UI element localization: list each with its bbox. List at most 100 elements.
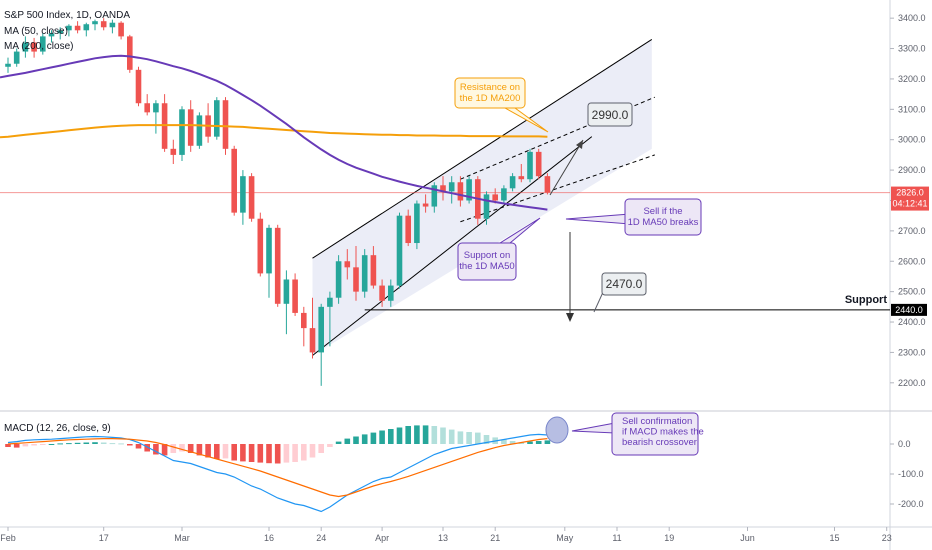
macd-tick-label: 0.0 <box>898 439 911 449</box>
candle-body <box>318 306 324 353</box>
macd-histogram-bar <box>414 425 420 444</box>
ma50-line <box>0 54 548 211</box>
macd-histogram-bar <box>222 444 229 459</box>
macd-histogram-bar <box>318 444 324 453</box>
candle-body <box>92 21 98 25</box>
candle-body <box>222 100 229 149</box>
macd-histogram-bar <box>379 430 385 444</box>
candle-body <box>344 261 351 268</box>
macd-histogram-bar <box>196 444 203 456</box>
price-tick-label: 2300.0 <box>898 347 926 357</box>
support-price-value: 2440.0 <box>895 305 923 315</box>
time-axis-ticks: Feb 17 Mar 16 24 Apr 13 21 May 11 19 Jun 15 23 <box>0 527 892 543</box>
macd-histogram-bar <box>248 444 255 462</box>
support-price-label: 2440.0 <box>891 303 927 316</box>
candle-body <box>31 42 37 52</box>
macd-histogram-bar <box>370 432 377 444</box>
macd-histogram-bar <box>22 444 29 447</box>
sell-confirm-callout[interactable]: Sell confirmation if MACD makes the bearis… <box>571 412 704 456</box>
sell-confirm-text: Sell confirmation if MACD makes the bearis… <box>622 416 704 448</box>
macd-histogram-bar <box>396 427 403 444</box>
macd-histogram-bar <box>466 432 472 444</box>
crossover-highlight[interactable] <box>545 416 569 444</box>
candle-body <box>22 42 29 52</box>
candle-body <box>257 218 264 274</box>
candle-body <box>83 24 90 31</box>
target-up-label: 2990.0 <box>592 108 629 122</box>
macd-histogram-bar <box>309 444 316 458</box>
price-tick-label: 2200.0 <box>898 378 926 388</box>
candle-body <box>40 36 46 52</box>
macd-histogram-bar <box>5 444 11 447</box>
macd-legend[interactable]: MACD (12, 26, close, 9) <box>4 423 111 434</box>
resistance-callout[interactable]: Resistance on the 1D MA200 <box>454 77 549 133</box>
candle-body <box>13 51 20 64</box>
macd-histogram-bar <box>31 444 37 446</box>
ma200-line <box>0 124 548 139</box>
candle-body <box>135 69 142 104</box>
candle-body <box>483 194 490 219</box>
candle-body <box>535 151 542 177</box>
candle-body <box>57 30 63 34</box>
macd-histogram-bar <box>422 425 429 444</box>
price-tick-label: 2500.0 <box>898 287 926 297</box>
time-tick-label: 13 <box>438 533 448 543</box>
macd-histogram-bar <box>74 442 81 444</box>
candle-body <box>396 215 403 286</box>
macd-histogram-bar <box>83 442 90 444</box>
candle-body <box>187 109 194 146</box>
candle-body <box>440 185 446 192</box>
macd-tick-label: -100.0 <box>898 469 924 479</box>
sell-break-box <box>624 198 702 236</box>
price-axis-ticks: 2200.02300.02400.02500.02600.02700.02800… <box>890 13 926 388</box>
channel-upper-line[interactable] <box>312 39 653 259</box>
symbol-legend[interactable]: S&P 500 Index, 1D, OANDA <box>4 10 130 21</box>
candle-body <box>5 63 11 67</box>
target-down-box <box>601 272 647 296</box>
down-target-arrowhead <box>566 313 574 322</box>
time-tick-label: Jun <box>740 533 755 543</box>
channel-lower-line[interactable] <box>312 136 593 356</box>
candle-body <box>170 148 177 155</box>
candle-countdown: 04:12:41 <box>892 199 927 209</box>
support-price-box <box>891 303 927 316</box>
macd-histogram-bar <box>283 444 290 463</box>
target-down-callout[interactable]: 2470.0 <box>593 272 647 313</box>
support-ma50-callout[interactable]: Support on the 1D MA50 <box>457 217 541 281</box>
sell-break-callout[interactable]: Sell if the 1D MA50 breaks <box>565 198 702 236</box>
macd-tick-label: -200.0 <box>898 499 924 509</box>
candle-body <box>492 194 498 201</box>
candle-body <box>327 297 333 307</box>
macd-histogram-bar <box>161 444 168 456</box>
price-tick-label: 3400.0 <box>898 13 926 23</box>
macd-histogram-bar <box>274 444 281 464</box>
target-up-callout[interactable]: 2990.0 <box>587 102 633 127</box>
signal-line <box>7 438 548 498</box>
candle-body <box>457 182 464 201</box>
ma200-legend[interactable]: MA (200, close) <box>4 41 73 52</box>
candle-body <box>100 21 107 28</box>
candle-body <box>274 227 281 304</box>
up-target-arrow[interactable] <box>549 139 584 196</box>
candle-body <box>414 203 420 244</box>
macd-histogram-bar <box>335 441 342 444</box>
candle-body <box>509 176 516 189</box>
candle-body <box>179 109 185 155</box>
macd-histogram-bar <box>327 444 333 447</box>
macd-histogram-bar <box>457 431 464 444</box>
channel-inner-dashed-lower[interactable] <box>460 154 655 223</box>
macd-histogram-bar <box>518 442 525 444</box>
macd-histogram-bar <box>153 444 159 455</box>
candle-body <box>361 255 368 292</box>
macd-histogram-bar <box>527 441 533 444</box>
sell-break-text: Sell if the 1D MA50 breaks <box>628 206 699 228</box>
candle-body <box>370 255 377 286</box>
resistance-box <box>454 77 526 109</box>
macd-histogram-bar <box>266 444 272 464</box>
macd-histogram-bar <box>292 444 298 462</box>
time-tick-label: 17 <box>99 533 109 543</box>
current-price-box <box>891 186 929 211</box>
ma50-legend[interactable]: MA (50, close) <box>4 26 68 37</box>
time-tick-label: 24 <box>316 533 326 543</box>
time-tick-label: Apr <box>375 533 389 543</box>
